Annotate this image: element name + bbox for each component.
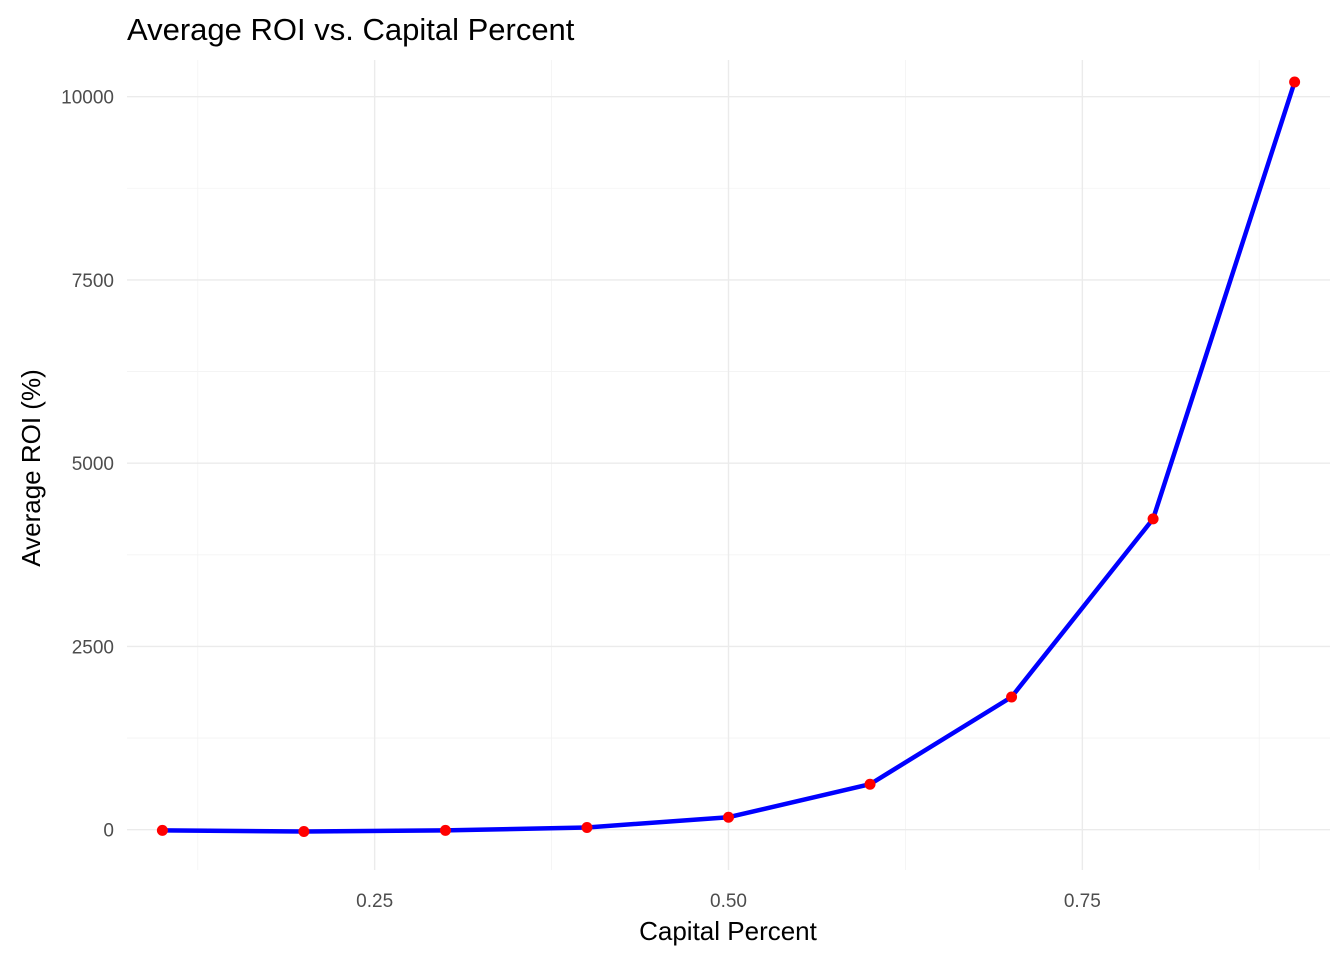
data-point-6 (1006, 691, 1018, 703)
y-tick-label-1: 2500 (72, 637, 114, 658)
data-point-0 (156, 824, 168, 836)
data-point-2 (439, 824, 451, 836)
data-point-7 (1147, 513, 1159, 525)
data-points (156, 76, 1301, 838)
y-axis-title: Average ROI (%) (16, 369, 46, 566)
data-point-5 (864, 778, 876, 790)
y-tick-label-4: 10000 (61, 88, 114, 109)
x-axis-title: Capital Percent (639, 916, 818, 946)
grid-layer (127, 60, 1330, 870)
data-point-8 (1289, 76, 1301, 88)
x-tick-labels: 0.25 0.50 0.75 (356, 891, 1101, 912)
y-tick-label-2: 5000 (72, 454, 114, 475)
data-point-3 (581, 821, 593, 833)
x-tick-label-1: 0.50 (710, 891, 747, 912)
data-point-4 (723, 811, 734, 823)
chart-title: Average ROI vs. Capital Percent (127, 12, 575, 47)
y-tick-label-0: 0 (103, 821, 114, 842)
y-tick-label-3: 7500 (72, 271, 114, 292)
data-point-1 (298, 826, 310, 838)
y-tick-labels: 0 2500 5000 7500 10000 (61, 88, 114, 842)
x-tick-label-2: 0.75 (1064, 891, 1101, 912)
x-tick-label-0: 0.25 (356, 891, 393, 912)
